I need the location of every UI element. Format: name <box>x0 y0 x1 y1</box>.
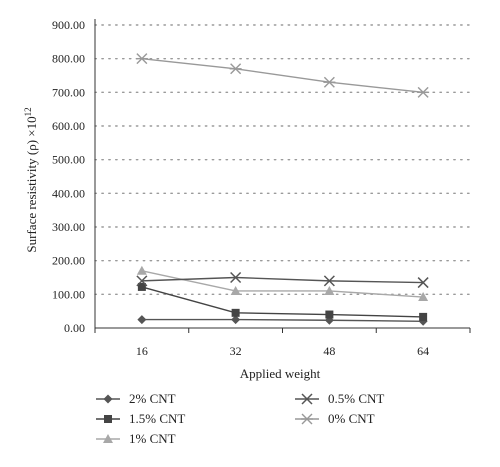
data-point <box>229 63 242 75</box>
series-line <box>141 270 424 298</box>
data-point <box>323 76 336 88</box>
y-tick-label: 800.00 <box>52 52 85 66</box>
series <box>135 53 430 326</box>
data-point <box>418 292 429 302</box>
legend-label: 2% CNT <box>129 391 176 406</box>
y-tick-label: 0.00 <box>64 321 85 335</box>
y-tick-label: 100.00 <box>52 287 85 301</box>
series-line <box>141 286 424 318</box>
legend-marker <box>301 413 313 425</box>
data-point <box>137 282 146 291</box>
legend-item: 0.5% CNT <box>295 391 384 406</box>
legend-marker <box>104 415 112 423</box>
data-point <box>417 86 430 98</box>
data-point <box>231 315 241 325</box>
legend-label: 0% CNT <box>328 411 375 426</box>
data-point <box>230 271 242 284</box>
y-tick-label: 900.00 <box>52 18 85 32</box>
data-point <box>325 310 334 319</box>
series-line <box>141 318 424 322</box>
series-0 <box>137 315 428 326</box>
data-point <box>417 277 429 289</box>
x-tick-labels: 16 32 48 64 <box>136 344 429 358</box>
x-axis-title: Applied weight <box>240 366 321 381</box>
y-tick-label: 500.00 <box>52 153 85 167</box>
y-tick-label: 200.00 <box>52 254 85 268</box>
legend-label: 1% CNT <box>129 431 176 446</box>
y-axis-title-exponent: 12 <box>23 107 33 116</box>
data-point <box>135 53 148 65</box>
legend-item: 2% CNT <box>96 391 176 406</box>
data-point <box>323 275 335 287</box>
series-line <box>141 57 424 94</box>
x-tick-label: 64 <box>417 344 429 358</box>
series-4 <box>135 53 430 98</box>
legend: 2% CNT 1.5% CNT 1% CNT 0.5% CNT 0% CNT <box>96 391 384 446</box>
data-point <box>419 312 428 321</box>
axes <box>94 19 471 333</box>
x-tick-label: 16 <box>136 344 148 358</box>
series-line <box>141 276 424 284</box>
legend-marker <box>301 393 313 405</box>
legend-item: 1.5% CNT <box>96 411 185 426</box>
y-tick-label: 700.00 <box>52 85 85 99</box>
data-point <box>324 285 335 295</box>
grid-lines <box>94 24 471 296</box>
data-point <box>231 308 240 317</box>
x-tick-label: 48 <box>323 344 335 358</box>
y-tick-labels: 0.00 100.00 200.00 300.00 400.00 500.00 600.00… <box>52 18 85 335</box>
legend-item: 1% CNT <box>96 431 176 446</box>
series-2 <box>136 265 429 302</box>
legend-label: 1.5% CNT <box>129 411 185 426</box>
series-3 <box>136 271 429 289</box>
y-axis-title: Surface resistivity (ρ) ×1012 <box>23 107 39 252</box>
data-point <box>136 275 148 287</box>
series-1 <box>137 282 428 321</box>
legend-item: 0% CNT <box>295 411 375 426</box>
legend-marker <box>103 394 113 404</box>
data-point <box>136 265 147 275</box>
y-axis-title-text: Surface resistivity (ρ) ×10 <box>24 116 39 252</box>
data-point <box>137 315 147 325</box>
y-tick-label: 300.00 <box>52 220 85 234</box>
y-tick-label: 600.00 <box>52 119 85 133</box>
legend-label: 0.5% CNT <box>328 391 384 406</box>
x-tick-label: 32 <box>230 344 242 358</box>
y-tick-label: 400.00 <box>52 186 85 200</box>
legend-marker <box>103 434 113 443</box>
data-point <box>230 285 241 295</box>
